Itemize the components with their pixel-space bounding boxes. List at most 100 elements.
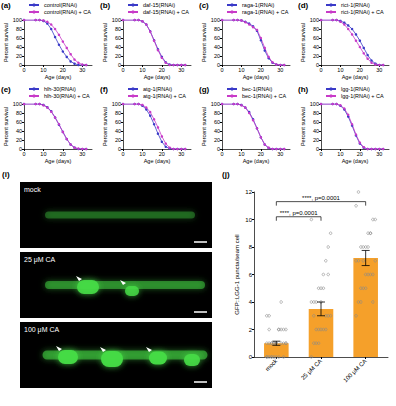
svg-text:(i): (i)	[2, 170, 10, 179]
svg-text:20: 20	[214, 137, 220, 143]
svg-text:daf-15(RNAi): daf-15(RNAi)	[143, 2, 175, 8]
svg-text:60: 60	[214, 119, 220, 125]
svg-text:40: 40	[115, 128, 121, 134]
svg-text:10: 10	[337, 67, 343, 73]
svg-text:80: 80	[313, 110, 319, 116]
svg-text:(a): (a)	[1, 1, 11, 10]
svg-text:30: 30	[79, 151, 85, 157]
svg-text:(h): (h)	[298, 85, 309, 94]
svg-text:100: 100	[112, 17, 121, 23]
svg-text:10: 10	[40, 67, 46, 73]
svg-text:daf-15(RNAi) + CA: daf-15(RNAi) + CA	[143, 9, 189, 15]
svg-text:60: 60	[16, 35, 22, 41]
svg-text:(c): (c)	[199, 1, 209, 10]
svg-text:10: 10	[337, 151, 343, 157]
svg-text:100: 100	[310, 17, 319, 23]
svg-text:Age (days): Age (days)	[45, 158, 72, 164]
svg-text:20: 20	[357, 67, 363, 73]
svg-text:Percent survival: Percent survival	[102, 23, 108, 62]
svg-text:rict-1(RNAi): rict-1(RNAi)	[341, 2, 370, 8]
svg-text:0: 0	[220, 67, 223, 73]
svg-text:6: 6	[249, 272, 253, 278]
svg-text:30: 30	[277, 67, 283, 73]
svg-text:Age (days): Age (days)	[342, 158, 369, 164]
svg-text:lgg-1(RNAi): lgg-1(RNAi)	[341, 86, 370, 92]
svg-text:(e): (e)	[1, 85, 11, 94]
svg-text:80: 80	[115, 26, 121, 32]
svg-text:10: 10	[139, 67, 145, 73]
svg-text:100: 100	[211, 17, 220, 23]
svg-text:Age (days): Age (days)	[45, 74, 72, 80]
svg-text:40: 40	[313, 128, 319, 134]
svg-text:30: 30	[376, 67, 382, 73]
svg-text:Percent survival: Percent survival	[3, 23, 9, 62]
svg-text:0: 0	[249, 354, 253, 360]
svg-text:30: 30	[178, 151, 184, 157]
svg-text:10: 10	[245, 217, 252, 223]
svg-text:30: 30	[376, 151, 382, 157]
svg-text:20: 20	[357, 151, 363, 157]
svg-text:80: 80	[115, 110, 121, 116]
svg-text:10: 10	[139, 151, 145, 157]
svg-text:control(RNAi) + CA: control(RNAi) + CA	[44, 9, 91, 15]
svg-text:60: 60	[214, 35, 220, 41]
svg-text:Age (days): Age (days)	[342, 74, 369, 80]
svg-text:4: 4	[249, 299, 253, 305]
svg-text:20: 20	[258, 151, 264, 157]
svg-text:20: 20	[60, 67, 66, 73]
svg-text:0: 0	[121, 67, 124, 73]
svg-text:(b): (b)	[100, 1, 111, 10]
svg-text:100: 100	[13, 101, 22, 107]
svg-text:rict-1(RNAi) + CA: rict-1(RNAi) + CA	[341, 9, 384, 15]
svg-text:60: 60	[313, 35, 319, 41]
svg-text:atg-1(RNAi) + CA: atg-1(RNAi) + CA	[143, 93, 186, 99]
svg-text:mock: mock	[24, 186, 41, 193]
svg-text:0: 0	[22, 151, 25, 157]
svg-text:40: 40	[214, 44, 220, 50]
svg-text:60: 60	[16, 119, 22, 125]
svg-text:0: 0	[220, 151, 223, 157]
svg-text:30: 30	[277, 151, 283, 157]
svg-text:Percent survival: Percent survival	[201, 23, 207, 62]
svg-text:Percent survival: Percent survival	[300, 23, 306, 62]
svg-text:20: 20	[159, 67, 165, 73]
svg-text:Age (days): Age (days)	[144, 74, 171, 80]
svg-text:40: 40	[16, 44, 22, 50]
svg-text:80: 80	[313, 26, 319, 32]
svg-text:80: 80	[214, 110, 220, 116]
svg-text:30: 30	[178, 67, 184, 73]
svg-text:100 μM CA: 100 μM CA	[24, 326, 59, 334]
svg-text:2: 2	[249, 327, 253, 333]
svg-text:20: 20	[16, 137, 22, 143]
svg-text:control(RNAi): control(RNAi)	[44, 2, 77, 8]
svg-text:Percent survival: Percent survival	[201, 107, 207, 146]
svg-text:bec-1(RNAi): bec-1(RNAi)	[242, 86, 272, 92]
svg-text:(j): (j)	[222, 170, 230, 179]
svg-text:Age (days): Age (days)	[243, 74, 270, 80]
svg-text:60: 60	[115, 35, 121, 41]
svg-text:10: 10	[40, 151, 46, 157]
svg-text:0: 0	[319, 151, 322, 157]
svg-text:****, p=0.0001: ****, p=0.0001	[280, 210, 319, 216]
svg-text:atg-1(RNAi): atg-1(RNAi)	[143, 86, 172, 92]
svg-text:hlh-30(RNAi): hlh-30(RNAi)	[44, 86, 76, 92]
svg-text:Percent survival: Percent survival	[102, 107, 108, 146]
svg-text:20: 20	[16, 53, 22, 59]
svg-text:20: 20	[313, 137, 319, 143]
svg-text:12: 12	[245, 189, 252, 195]
svg-text:(f): (f)	[100, 85, 108, 94]
svg-text:20: 20	[258, 67, 264, 73]
svg-text:(g): (g)	[199, 85, 210, 94]
svg-text:hlh-30(RNAi) + CA: hlh-30(RNAi) + CA	[44, 93, 90, 99]
svg-text:100 μM CA: 100 μM CA	[342, 358, 368, 384]
svg-text:60: 60	[313, 119, 319, 125]
svg-text:Age (days): Age (days)	[144, 158, 171, 164]
svg-text:20: 20	[159, 151, 165, 157]
svg-text:100: 100	[310, 101, 319, 107]
svg-text:20: 20	[115, 137, 121, 143]
svg-text:20: 20	[214, 53, 220, 59]
svg-text:40: 40	[115, 44, 121, 50]
svg-text:lgg-1(RNAi) + CA: lgg-1(RNAi) + CA	[341, 93, 384, 99]
svg-text:80: 80	[16, 110, 22, 116]
svg-text:40: 40	[313, 44, 319, 50]
